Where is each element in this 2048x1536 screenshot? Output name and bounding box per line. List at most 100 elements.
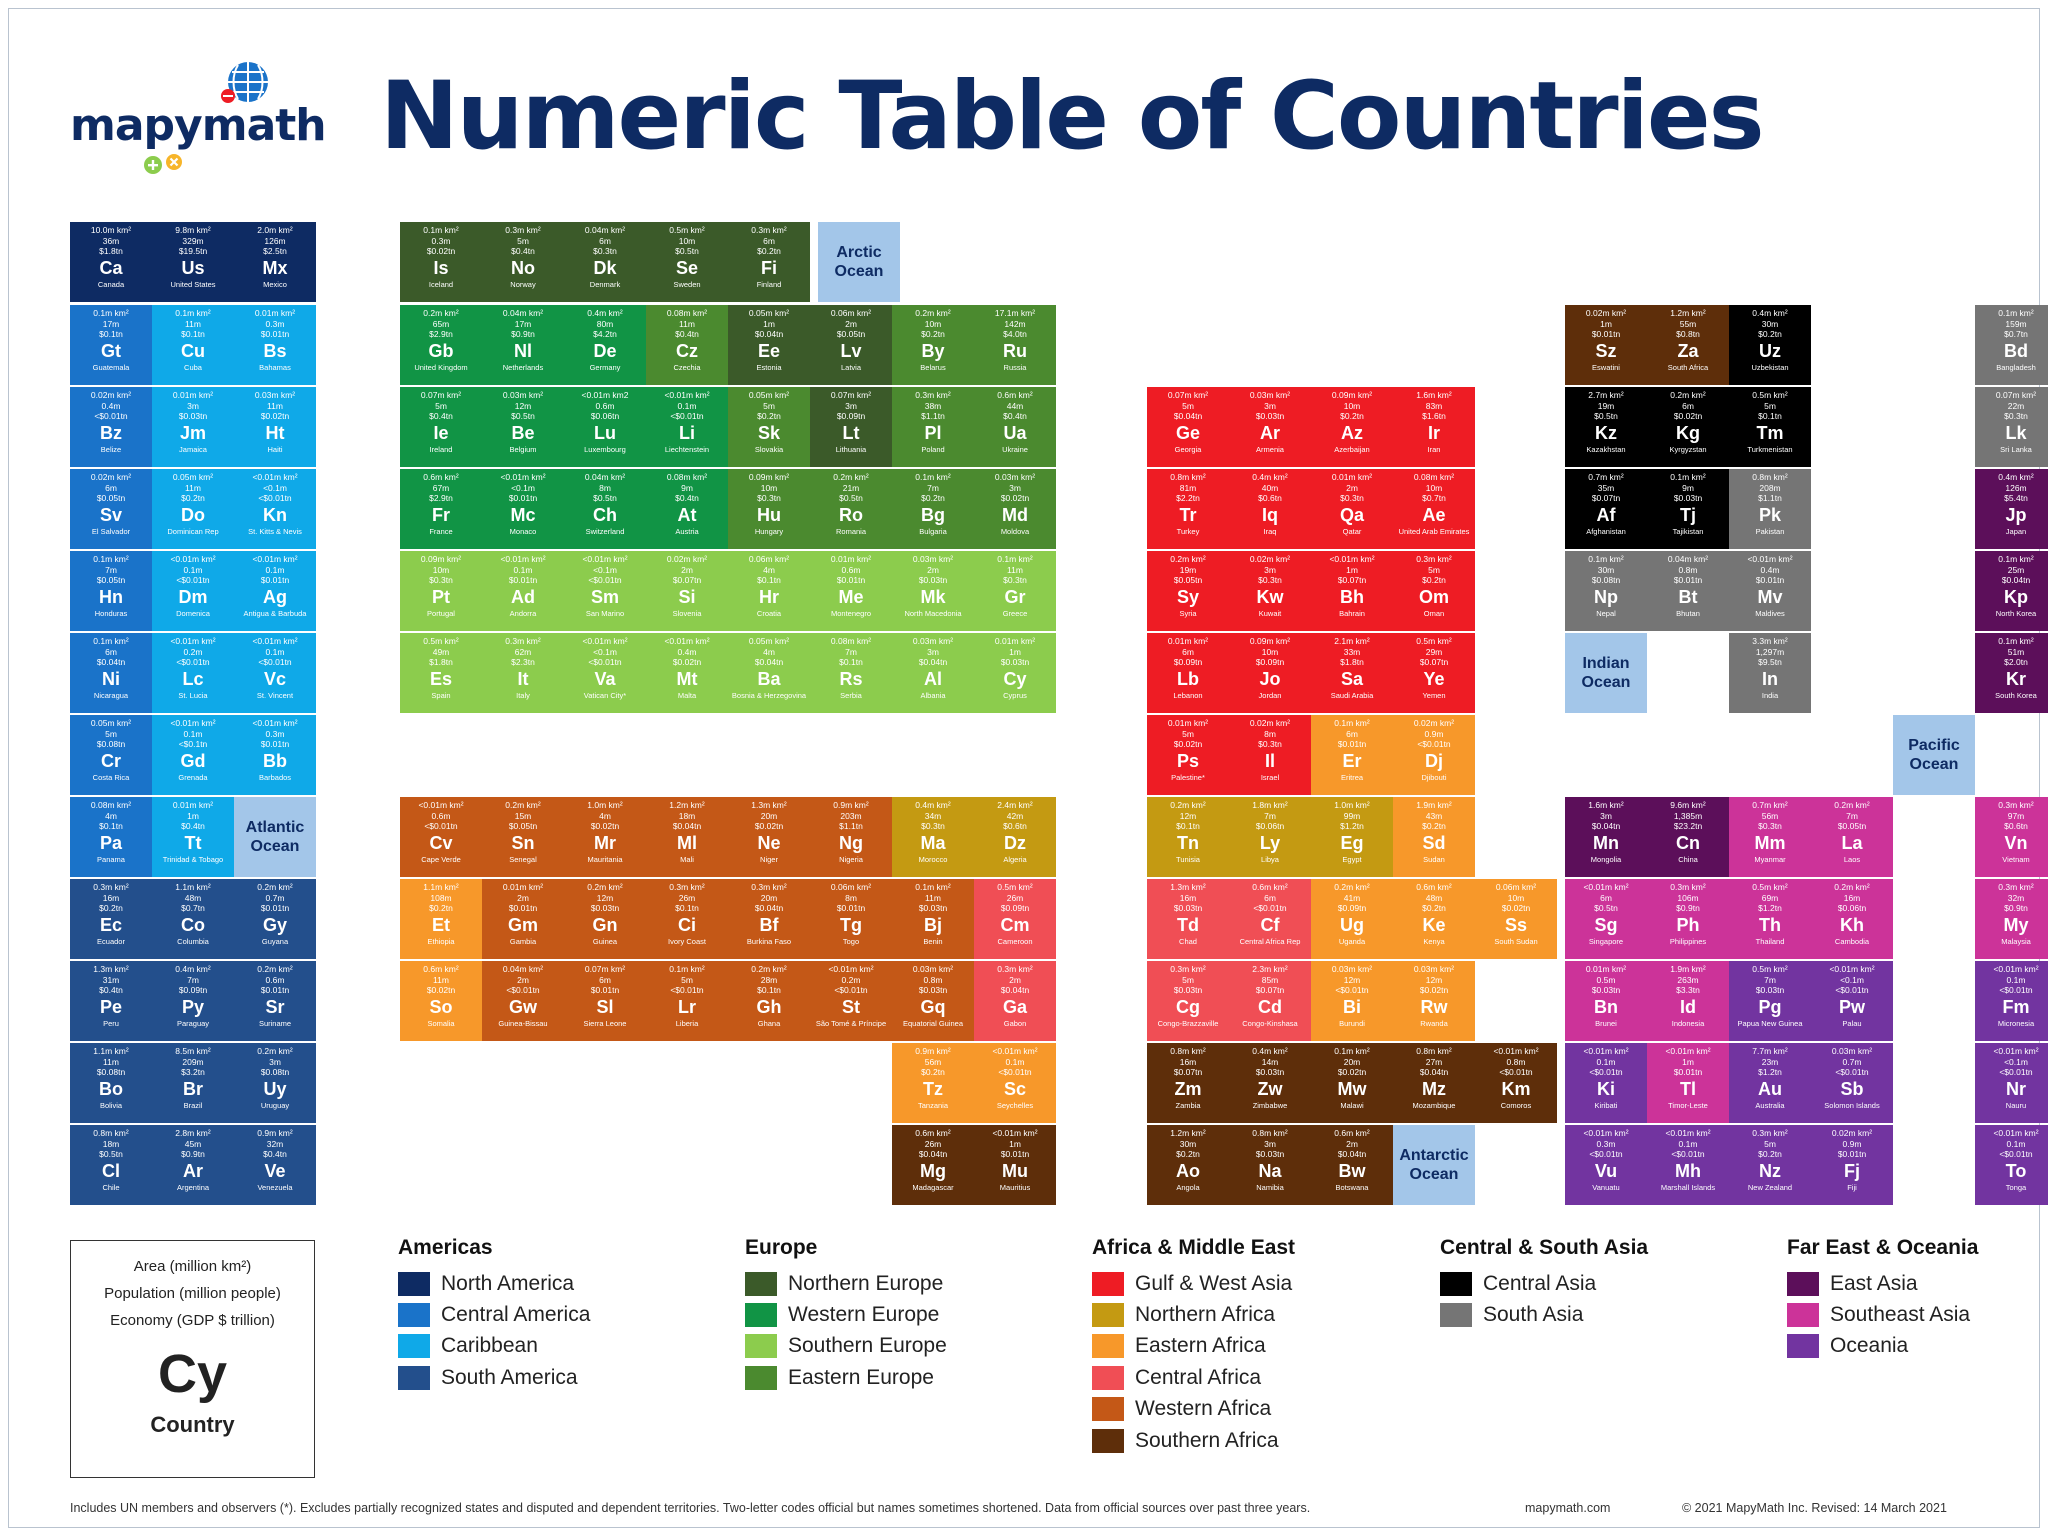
country-cell-tr[interactable]: 0.8m km² 81m $2.2tn Tr Turkey (1147, 469, 1229, 549)
country-cell-cl[interactable]: 0.8m km² 18m $0.5tn Cl Chile (70, 1125, 152, 1205)
country-cell-sv[interactable]: 0.02m km² 6m $0.05tn Sv El Salvador (70, 469, 152, 549)
country-cell-nl[interactable]: 0.04m km² 17m $0.9tn Nl Netherlands (482, 305, 564, 385)
country-cell-qa[interactable]: 0.01m km² 2m $0.3tn Qa Qatar (1311, 469, 1393, 549)
country-cell-is[interactable]: 0.1m km² 0.3m $0.02tn Is Iceland (400, 222, 482, 302)
country-cell-es[interactable]: 0.5m km² 49m $1.8tn Es Spain (400, 633, 482, 713)
country-cell-lv[interactable]: 0.06m km² 2m $0.05tn Lv Latvia (810, 305, 892, 385)
country-cell-ag[interactable]: <0.01m km² 0.1m $0.01tn Ag Antigua & Barbuda (234, 551, 316, 631)
country-cell-ru[interactable]: 17.1m km² 142m $4.0tn Ru Russia (974, 305, 1056, 385)
country-cell-pw[interactable]: <0.01m km² <0.1m <$0.01tn Pw Palau (1811, 961, 1893, 1041)
country-cell-ph[interactable]: 0.3m km² 106m $0.9tn Ph Philippines (1647, 879, 1729, 959)
country-cell-af[interactable]: 0.7m km² 35m $0.07tn Af Afghanistan (1565, 469, 1647, 549)
country-cell-bt[interactable]: 0.04m km² 0.8m $0.01tn Bt Bhutan (1647, 551, 1729, 631)
country-cell-sk[interactable]: 0.05m km² 5m $0.2tn Sk Slovakia (728, 387, 810, 467)
country-cell-ba[interactable]: 0.05m km² 4m $0.04tn Ba Bosnia & Herzegovina (728, 633, 810, 713)
country-cell-ht[interactable]: 0.03m km² 11m $0.02tn Ht Haiti (234, 387, 316, 467)
country-cell-uy[interactable]: 0.2m km² 3m $0.08tn Uy Uruguay (234, 1043, 316, 1123)
country-cell-vu[interactable]: <0.01m km² 0.3m <$0.01tn Vu Vanuatu (1565, 1125, 1647, 1205)
country-cell-lu[interactable]: <0.01m km2 0.6m $0.06tn Lu Luxembourg (564, 387, 646, 467)
country-cell-in[interactable]: 3.3m km² 1,297m $9.5tn In India (1729, 633, 1811, 713)
country-cell-fm[interactable]: <0.01m km² 0.1m <$0.01tn Fm Micronesia (1975, 961, 2048, 1041)
country-cell-cr[interactable]: 0.05m km² 5m $0.08tn Cr Costa Rica (70, 715, 152, 795)
country-cell-dz[interactable]: 2.4m km² 42m $0.6tn Dz Algeria (974, 797, 1056, 877)
country-cell-za[interactable]: 1.2m km² 55m $0.8tn Za South Africa (1647, 305, 1729, 385)
country-cell-st[interactable]: <0.01m km² 0.2m <$0.01tn St São Tomé & Prínc… (810, 961, 892, 1041)
country-cell-tt[interactable]: 0.01m km² 1m $0.4tn Tt Trinidad & Tobago (152, 797, 234, 877)
country-cell-ma[interactable]: 0.4m km² 34m $0.3tn Ma Morocco (892, 797, 974, 877)
country-cell-ro[interactable]: 0.2m km² 21m $0.5tn Ro Romania (810, 469, 892, 549)
country-cell-uz[interactable]: 0.4m km² 30m $0.2tn Uz Uzbekistan (1729, 305, 1811, 385)
country-cell-vc[interactable]: <0.01m km² 0.1m <$0.01tn Vc St. Vincent (234, 633, 316, 713)
country-cell-er[interactable]: 0.1m km² 6m $0.01tn Er Eritrea (1311, 715, 1393, 795)
country-cell-kp[interactable]: 0.1m km² 25m $0.04tn Kp North Korea (1975, 551, 2048, 631)
country-cell-gb[interactable]: 0.2m km² 65m $2.9tn Gb United Kingdom (400, 305, 482, 385)
country-cell-li[interactable]: <0.01m km² 0.1m <$0.01tn Li Liechtenstein (646, 387, 728, 467)
country-cell-td[interactable]: 1.3m km² 16m $0.03tn Td Chad (1147, 879, 1229, 959)
country-cell-gh[interactable]: 0.2m km² 28m $0.1tn Gh Ghana (728, 961, 810, 1041)
country-cell-ss[interactable]: 0.06m km² 10m $0.02tn Ss South Sudan (1475, 879, 1557, 959)
country-cell-ng[interactable]: 0.9m km² 203m $1.1tn Ng Nigeria (810, 797, 892, 877)
country-cell-mw[interactable]: 0.1m km² 20m $0.02tn Mw Malawi (1311, 1043, 1393, 1123)
country-cell-na[interactable]: 0.8m km² 3m $0.03tn Na Namibia (1229, 1125, 1311, 1205)
country-cell-ci[interactable]: 0.3m km² 26m $0.1tn Ci Ivory Coast (646, 879, 728, 959)
country-cell-cz[interactable]: 0.08m km² 11m $0.4tn Cz Czechia (646, 305, 728, 385)
country-cell-sn[interactable]: 0.2m km² 15m $0.05tn Sn Senegal (482, 797, 564, 877)
country-cell-to[interactable]: <0.01m km² 0.1m <$0.01tn To Tonga (1975, 1125, 2048, 1205)
country-cell-cv[interactable]: <0.01m km² 0.6m <$0.01tn Cv Cape Verde (400, 797, 482, 877)
country-cell-md[interactable]: 0.03m km² 3m $0.02tn Md Moldova (974, 469, 1056, 549)
country-cell-tl[interactable]: <0.01m km² 1m $0.01tn Tl Timor-Leste (1647, 1043, 1729, 1123)
country-cell-ps[interactable]: 0.01m km² 5m $0.02tn Ps Palestine* (1147, 715, 1229, 795)
country-cell-gy[interactable]: 0.2m km² 0.7m $0.01tn Gy Guyana (234, 879, 316, 959)
country-cell-th[interactable]: 0.5m km² 69m $1.2tn Th Thailand (1729, 879, 1811, 959)
country-cell-cm[interactable]: 0.5m km² 26m $0.09tn Cm Cameroon (974, 879, 1056, 959)
country-cell-no[interactable]: 0.3m km² 5m $0.4tn No Norway (482, 222, 564, 302)
country-cell-pa[interactable]: 0.08m km² 4m $0.1tn Pa Panama (70, 797, 152, 877)
country-cell-ni[interactable]: 0.1m km² 6m $0.04tn Ni Nicaragua (70, 633, 152, 713)
country-cell-bw[interactable]: 0.6m km² 2m $0.04tn Bw Botswana (1311, 1125, 1393, 1205)
country-cell-sb[interactable]: 0.03m km² 0.7m <$0.01tn Sb Solomon Islands (1811, 1043, 1893, 1123)
country-cell-co[interactable]: 1.1m km² 48m $0.7tn Co Columbia (152, 879, 234, 959)
country-cell-au[interactable]: 7.7m km² 23m $1.2tn Au Australia (1729, 1043, 1811, 1123)
country-cell-br[interactable]: 8.5m km² 209m $3.2tn Br Brazil (152, 1043, 234, 1123)
country-cell-sm[interactable]: <0.01m km² <0.1m <$0.01tn Sm San Marino (564, 551, 646, 631)
country-cell-nr[interactable]: <0.01m km² <0.1m <$0.01tn Nr Nauru (1975, 1043, 2048, 1123)
country-cell-sr[interactable]: 0.2m km² 0.6m $0.01tn Sr Suriname (234, 961, 316, 1041)
country-cell-at[interactable]: 0.08m km² 9m $0.4tn At Austria (646, 469, 728, 549)
country-cell-ch[interactable]: 0.04m km² 8m $0.5tn Ch Switzerland (564, 469, 646, 549)
country-cell-om[interactable]: 0.3m km² 5m $0.2tn Om Oman (1393, 551, 1475, 631)
country-cell-zm[interactable]: 0.8m km² 16m $0.07tn Zm Zambia (1147, 1043, 1229, 1123)
country-cell-kr[interactable]: 0.1m km² 51m $2.0tn Kr South Korea (1975, 633, 2048, 713)
country-cell-cy[interactable]: 0.01m km² 1m $0.03tn Cy Cyprus (974, 633, 1056, 713)
country-cell-mg[interactable]: 0.6m km² 26m $0.04tn Mg Madagascar (892, 1125, 974, 1205)
country-cell-si[interactable]: 0.02m km² 2m $0.07tn Si Slovenia (646, 551, 728, 631)
country-cell-ne[interactable]: 1.3m km² 20m $0.02tn Ne Niger (728, 797, 810, 877)
country-cell-mz[interactable]: 0.8m km² 27m $0.04tn Mz Mozambique (1393, 1043, 1475, 1123)
country-cell-mv[interactable]: <0.01m km² 0.4m $0.01tn Mv Maldives (1729, 551, 1811, 631)
country-cell-sd[interactable]: 1.9m km² 43m $0.2tn Sd Sudan (1393, 797, 1475, 877)
country-cell-ir[interactable]: 1.6m km² 83m $1.6tn Ir Iran (1393, 387, 1475, 467)
country-cell-do[interactable]: 0.05m km² 11m $0.2tn Do Dominican Rep (152, 469, 234, 549)
country-cell-py[interactable]: 0.4m km² 7m $0.09tn Py Paraguay (152, 961, 234, 1041)
country-cell-hr[interactable]: 0.06m km² 4m $0.1tn Hr Croatia (728, 551, 810, 631)
country-cell-mt[interactable]: <0.01m km² 0.4m $0.02tn Mt Malta (646, 633, 728, 713)
country-cell-cf[interactable]: 0.6m km² 6m <$0.01tn Cf Central Africa Rep (1229, 879, 1311, 959)
country-cell-kh[interactable]: 0.2m km² 16m $0.06tn Kh Cambodia (1811, 879, 1893, 959)
country-cell-et[interactable]: 1.1m km² 108m $0.2tn Et Ethiopia (400, 879, 482, 959)
country-cell-sz[interactable]: 0.02m km² 1m $0.01tn Sz Eswatini (1565, 305, 1647, 385)
country-cell-fj[interactable]: 0.02m km² 0.9m $0.01tn Fj Fiji (1811, 1125, 1893, 1205)
country-cell-nz[interactable]: 0.3m km² 5m $0.2tn Nz New Zealand (1729, 1125, 1811, 1205)
country-cell-tz[interactable]: 0.9m km² 56m $0.2tn Tz Tanzania (892, 1043, 974, 1123)
country-cell-ae[interactable]: 0.08m km² 10m $0.7tn Ae United Arab Emirates (1393, 469, 1475, 549)
country-cell-kg[interactable]: 0.2m km² 6m $0.02tn Kg Kyrgyzstan (1647, 387, 1729, 467)
country-cell-ar[interactable]: 0.03m km² 3m $0.03tn Ar Armenia (1229, 387, 1311, 467)
country-cell-sc[interactable]: <0.01m km² 0.1m <$0.01tn Sc Seychelles (974, 1043, 1056, 1123)
country-cell-jp[interactable]: 0.4m km² 126m $5.4tn Jp Japan (1975, 469, 2048, 549)
country-cell-bg[interactable]: 0.1m km² 7m $0.2tn Bg Bulgaria (892, 469, 974, 549)
country-cell-pl[interactable]: 0.3m km² 38m $1.1tn Pl Poland (892, 387, 974, 467)
country-cell-la[interactable]: 0.2m km² 7m $0.05tn La Laos (1811, 797, 1893, 877)
country-cell-az[interactable]: 0.09m km² 10m $0.2tn Az Azerbaijan (1311, 387, 1393, 467)
country-cell-bh[interactable]: <0.01m km² 1m $0.07tn Bh Bahrain (1311, 551, 1393, 631)
country-cell-ve[interactable]: 0.9m km² 32m $0.4tn Ve Venezuela (234, 1125, 316, 1205)
country-cell-ca[interactable]: 10.0m km² 36m $1.8tn Ca Canada (70, 222, 152, 302)
country-cell-bz[interactable]: 0.02m km² 0.4m <$0.01tn Bz Belize (70, 387, 152, 467)
